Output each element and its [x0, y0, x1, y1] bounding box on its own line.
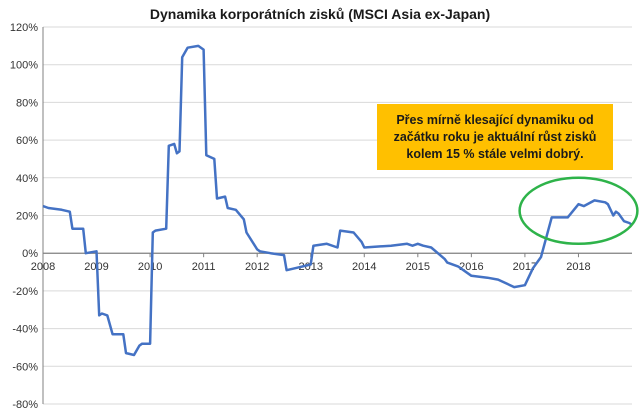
y-tick-label: 100%: [10, 60, 38, 72]
x-tick-label: 2010: [138, 261, 162, 273]
y-tick-label: 120%: [10, 22, 38, 34]
y-tick-label: 40%: [16, 173, 38, 185]
grid-lines: [43, 26, 632, 405]
annotation-text: Přes mírně klesající dynamiku od začátku…: [393, 112, 597, 161]
x-tick-label: 2011: [192, 261, 216, 273]
y-tick-label: 80%: [16, 97, 38, 109]
x-tick-label: 2013: [298, 261, 322, 273]
annotation-box: Přes mírně klesající dynamiku od začátku…: [377, 104, 613, 170]
y-tick-label: -80%: [12, 399, 38, 411]
x-tick-label: 2018: [566, 261, 590, 273]
x-tick-label: 2014: [352, 261, 376, 273]
x-tick-label: 2012: [245, 261, 269, 273]
highlight-ellipse: [518, 176, 639, 246]
x-tick-label: 2016: [459, 261, 483, 273]
y-tick-label: -40%: [12, 324, 38, 336]
y-tick-label: -60%: [12, 361, 38, 373]
y-axis-ticks: 120% 100% 80% 60% 40% 20% 0% -20% -40% -60% -80%: [10, 22, 38, 411]
x-tick-label: 2015: [406, 261, 430, 273]
y-tick-label: 60%: [16, 135, 38, 147]
chart-title: Dynamika korporátních zisků (MSCI Asia e…: [150, 6, 490, 22]
y-tick-label: 20%: [16, 211, 38, 223]
y-tick-label: -20%: [12, 286, 38, 298]
x-axis-ticks: 2008 2009 2010 2011 2012 2013 2014 2015 2016 2017…: [31, 253, 591, 273]
y-tick-label: 0%: [22, 248, 38, 260]
earnings-growth-line: [42, 44, 633, 357]
